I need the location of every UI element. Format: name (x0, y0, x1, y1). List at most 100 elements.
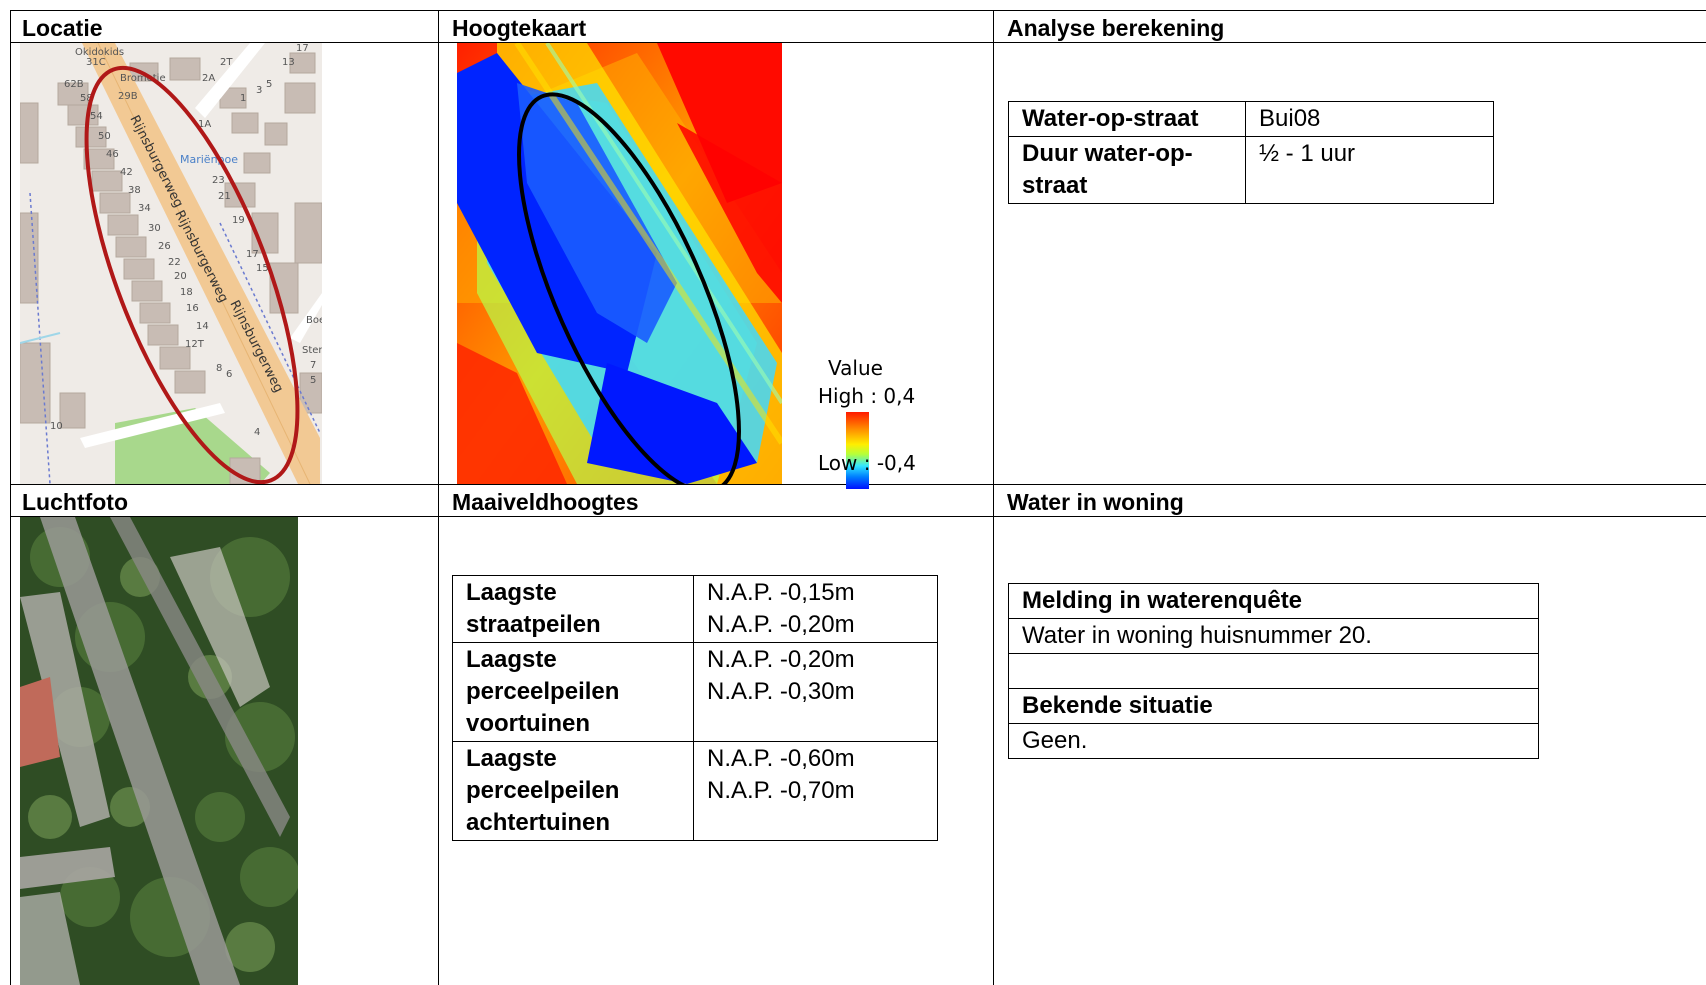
map-label: 14 (196, 321, 209, 332)
empty-cell (1008, 653, 1539, 689)
map-label: 58 (80, 93, 93, 104)
map-label: 50 (98, 131, 111, 142)
side-street (195, 43, 265, 118)
map-label: 62B (64, 79, 84, 90)
maaiveld-table: Laagste straatpeilen N.A.P. -0,15m N.A.P… (452, 575, 938, 841)
table-value: Bui08 (1245, 101, 1494, 137)
table-value: N.A.P. -0,60m (707, 745, 855, 772)
map-label: 17 (296, 43, 309, 54)
table-top-border (10, 10, 1706, 12)
bekende-value: Geen. (1008, 723, 1539, 759)
analyse-table: Water-op-straat Bui08 Duur water-op-stra… (1008, 101, 1494, 204)
map-label: 15 (256, 263, 269, 274)
area-ellipse-black (517, 92, 741, 484)
table-key: Laagste straatpeilen (452, 575, 694, 643)
table-row: Melding in waterenquête (1008, 583, 1539, 619)
table-left-border (10, 10, 12, 985)
map-label: 38 (128, 185, 141, 196)
table-row: Water-op-straat Bui08 (1008, 101, 1494, 137)
map-label: Stern (302, 345, 322, 356)
map-label: 29B (118, 91, 138, 102)
header-row-1-border (10, 42, 1706, 44)
aerial-photo-drawing (20, 517, 298, 985)
table-key: Duur water-op-straat (1008, 136, 1246, 204)
buildings (20, 52, 322, 484)
header-locatie: Locatie (22, 15, 103, 41)
column-divider-2 (993, 10, 995, 985)
area-ellipse-red (84, 65, 300, 484)
melding-label: Melding in waterenquête (1008, 583, 1539, 619)
legend-title: Value (828, 356, 883, 380)
table-value: ½ - 1 uur (1245, 136, 1494, 204)
map-label: 18 (180, 287, 193, 298)
header-luchtfoto: Luchtfoto (22, 489, 129, 515)
water-table: Melding in waterenquête Water in woning … (1008, 583, 1539, 759)
location-map-drawing: Rijnsburgerweg Rijnsburgerweg Rijnsburge… (20, 43, 322, 484)
header-row-2-border (10, 516, 1706, 518)
table-row: Geen. (1008, 723, 1539, 759)
header-analyse: Analyse berekening (1007, 15, 1225, 41)
map-label: 20 (174, 271, 187, 282)
table-row (1008, 653, 1539, 689)
bekende-label: Bekende situatie (1008, 688, 1539, 724)
road-rijnsburgerweg (82, 43, 320, 484)
table-key: Water-op-straat (1008, 101, 1246, 137)
table-values: N.A.P. -0,15m N.A.P. -0,20m (693, 575, 938, 643)
table-key: Laagste perceelpeilen voortuinen (452, 642, 694, 742)
map-label: 54 (90, 111, 103, 122)
height-map-drawing (457, 43, 782, 484)
map-label: 21 (218, 191, 231, 202)
height-map (457, 43, 782, 484)
table-key: Laagste perceelpeilen achtertuinen (452, 741, 694, 841)
side-street (80, 403, 225, 448)
map-label: 22 (168, 257, 181, 268)
map-label: 23 (212, 175, 225, 186)
map-label: 6 (226, 369, 232, 380)
map-label: 16 (186, 303, 199, 314)
table-row: Bekende situatie (1008, 688, 1539, 724)
table-row: Laagste perceelpeilen achtertuinen N.A.P… (452, 741, 938, 841)
map-label: 12T (185, 339, 205, 350)
header-maaiveld: Maaiveldhoogtes (452, 489, 639, 515)
map-label: Brometje (120, 73, 166, 84)
map-label: 5 (266, 79, 272, 90)
side-street (290, 293, 322, 343)
table-row: Water in woning huisnummer 20. (1008, 618, 1539, 654)
map-label: Okidokids (75, 47, 124, 58)
table-value: N.A.P. -0,70m (707, 777, 855, 804)
map-label: 5 (310, 375, 316, 386)
map-label: 3 (256, 85, 262, 96)
legend-color-ramp (846, 412, 869, 489)
map-label: 34 (138, 203, 151, 214)
map-label: 30 (148, 223, 161, 234)
table-values: N.A.P. -0,20m N.A.P. -0,30m (693, 642, 938, 742)
table-value: N.A.P. -0,20m (707, 611, 855, 638)
table-row: Laagste perceelpeilen voortuinen N.A.P. … (452, 642, 938, 742)
map-label: 2A (202, 73, 215, 84)
header-hoogtekaart: Hoogtekaart (452, 15, 587, 41)
map-label: 19 (232, 215, 245, 226)
table-value: N.A.P. -0,15m (707, 579, 855, 606)
map-label: 8 (216, 363, 222, 374)
map-label: 1 (240, 93, 246, 104)
table-value: N.A.P. -0,20m (707, 646, 855, 673)
map-label: 10 (50, 421, 63, 432)
legend-high: High : 0,4 (818, 384, 916, 408)
location-map: Rijnsburgerweg Rijnsburgerweg Rijnsburge… (20, 43, 322, 484)
aerial-photo (20, 517, 298, 985)
column-divider-1 (438, 10, 440, 985)
map-label: 46 (106, 149, 119, 160)
map-label: 4 (254, 427, 260, 438)
map-label: 7 (310, 360, 316, 371)
house-numbers: Okidokids 31C Brometje 2A 2T 17 13 62B 2… (50, 43, 322, 438)
map-label: 1A (198, 119, 211, 130)
map-label: Boe (306, 315, 322, 326)
table-row: Laagste straatpeilen N.A.P. -0,15m N.A.P… (452, 575, 938, 643)
map-label: 17 (246, 249, 259, 260)
map-label: 13 (282, 57, 295, 68)
map-label: 26 (158, 241, 171, 252)
map-label: 31C (86, 57, 106, 68)
legend-low: Low : -0,4 (818, 451, 916, 475)
map-label: Mariënpoe (180, 153, 238, 166)
header-water-woning: Water in woning (1007, 489, 1184, 515)
